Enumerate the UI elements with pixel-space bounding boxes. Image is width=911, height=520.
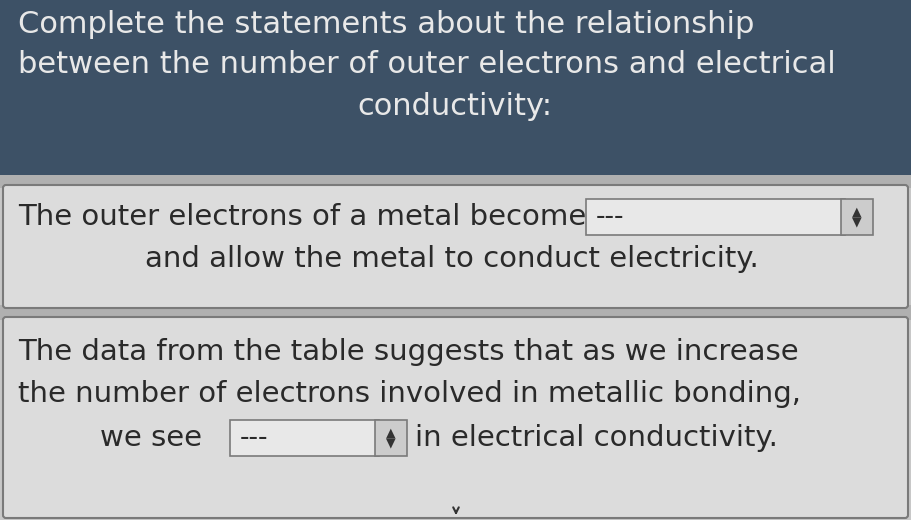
Text: Complete the statements about the relationship: Complete the statements about the relati…: [18, 10, 754, 39]
Text: ▼: ▼: [852, 215, 862, 228]
Text: conductivity:: conductivity:: [357, 92, 552, 121]
FancyBboxPatch shape: [0, 0, 911, 175]
Text: ▲: ▲: [852, 205, 862, 218]
FancyBboxPatch shape: [375, 420, 407, 456]
Text: ▼: ▼: [386, 436, 395, 449]
FancyBboxPatch shape: [3, 317, 908, 518]
Text: The data from the table suggests that as we increase: The data from the table suggests that as…: [18, 338, 799, 366]
FancyBboxPatch shape: [0, 175, 911, 188]
Text: ---: ---: [596, 204, 625, 230]
FancyBboxPatch shape: [586, 199, 845, 235]
Text: ▲: ▲: [386, 426, 395, 439]
Text: The outer electrons of a metal become: The outer electrons of a metal become: [18, 203, 587, 231]
FancyBboxPatch shape: [3, 185, 908, 308]
FancyBboxPatch shape: [230, 420, 379, 456]
Text: the number of electrons involved in metallic bonding,: the number of electrons involved in meta…: [18, 380, 801, 408]
Text: in electrical conductivity.: in electrical conductivity.: [415, 424, 778, 452]
FancyBboxPatch shape: [0, 305, 911, 320]
Text: and allow the metal to conduct electricity.: and allow the metal to conduct electrici…: [145, 245, 759, 273]
FancyBboxPatch shape: [841, 199, 873, 235]
Text: we see: we see: [100, 424, 202, 452]
Text: ---: ---: [240, 425, 269, 451]
Text: between the number of outer electrons and electrical: between the number of outer electrons an…: [18, 50, 835, 79]
